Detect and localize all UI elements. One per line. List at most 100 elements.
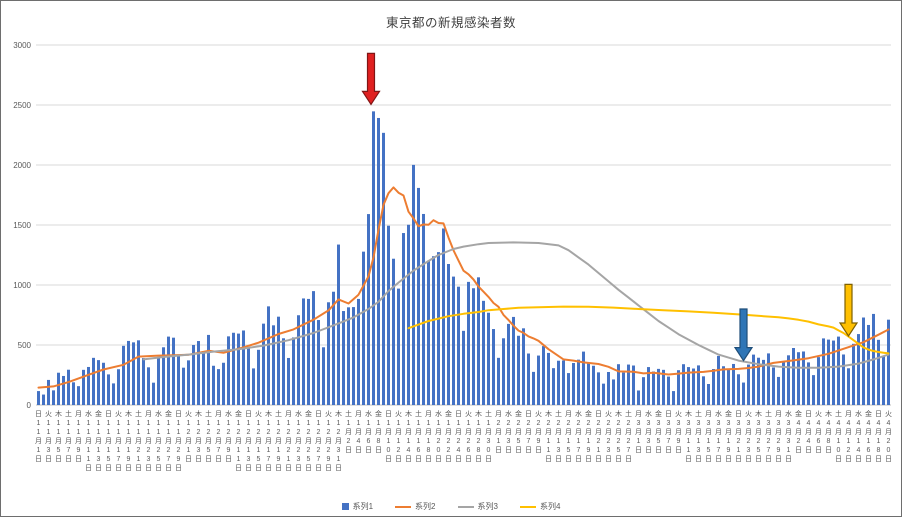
blue-down-arrow: [733, 308, 754, 362]
legend-label-series4: 系列4: [539, 502, 561, 511]
x-tick-labels: 日 1 1 月 1 日火 1 1 月 3 日木 1 1 月 5 日土 1 1 月 7 日月 1 1 月 9 日水 1 1 月 1 1 日金 1 1…: [35, 409, 892, 472]
legend-label-series1: 系列1: [352, 502, 374, 511]
y-tick-label: 2500: [13, 101, 31, 110]
legend-item-series3: 系列3: [457, 501, 498, 512]
series3-line-swatch-icon: [457, 505, 474, 508]
line-series2: [37, 186, 890, 389]
series1-bar-swatch-icon: [341, 503, 349, 510]
y-tick-label: 2000: [13, 161, 31, 170]
y-tick-label: 0: [27, 401, 32, 410]
legend-label-series3: 系列3: [477, 502, 498, 511]
y-tick-label: 500: [18, 341, 32, 350]
legend-label-series2: 系列2: [415, 502, 436, 511]
chart-legend: 系列1 系列2 系列3 系列4: [1, 501, 901, 512]
yellow-down-arrow: [838, 283, 859, 338]
y-tick-label: 3000: [13, 41, 31, 50]
line-series4: [407, 305, 890, 355]
legend-item-series1: 系列1: [341, 501, 374, 512]
line-series3: [142, 241, 890, 369]
legend-item-series2: 系列2: [395, 501, 436, 512]
y-tick-label: 1000: [13, 281, 31, 290]
series4-line-swatch-icon: [519, 505, 536, 508]
legend-item-series4: 系列4: [519, 501, 561, 512]
